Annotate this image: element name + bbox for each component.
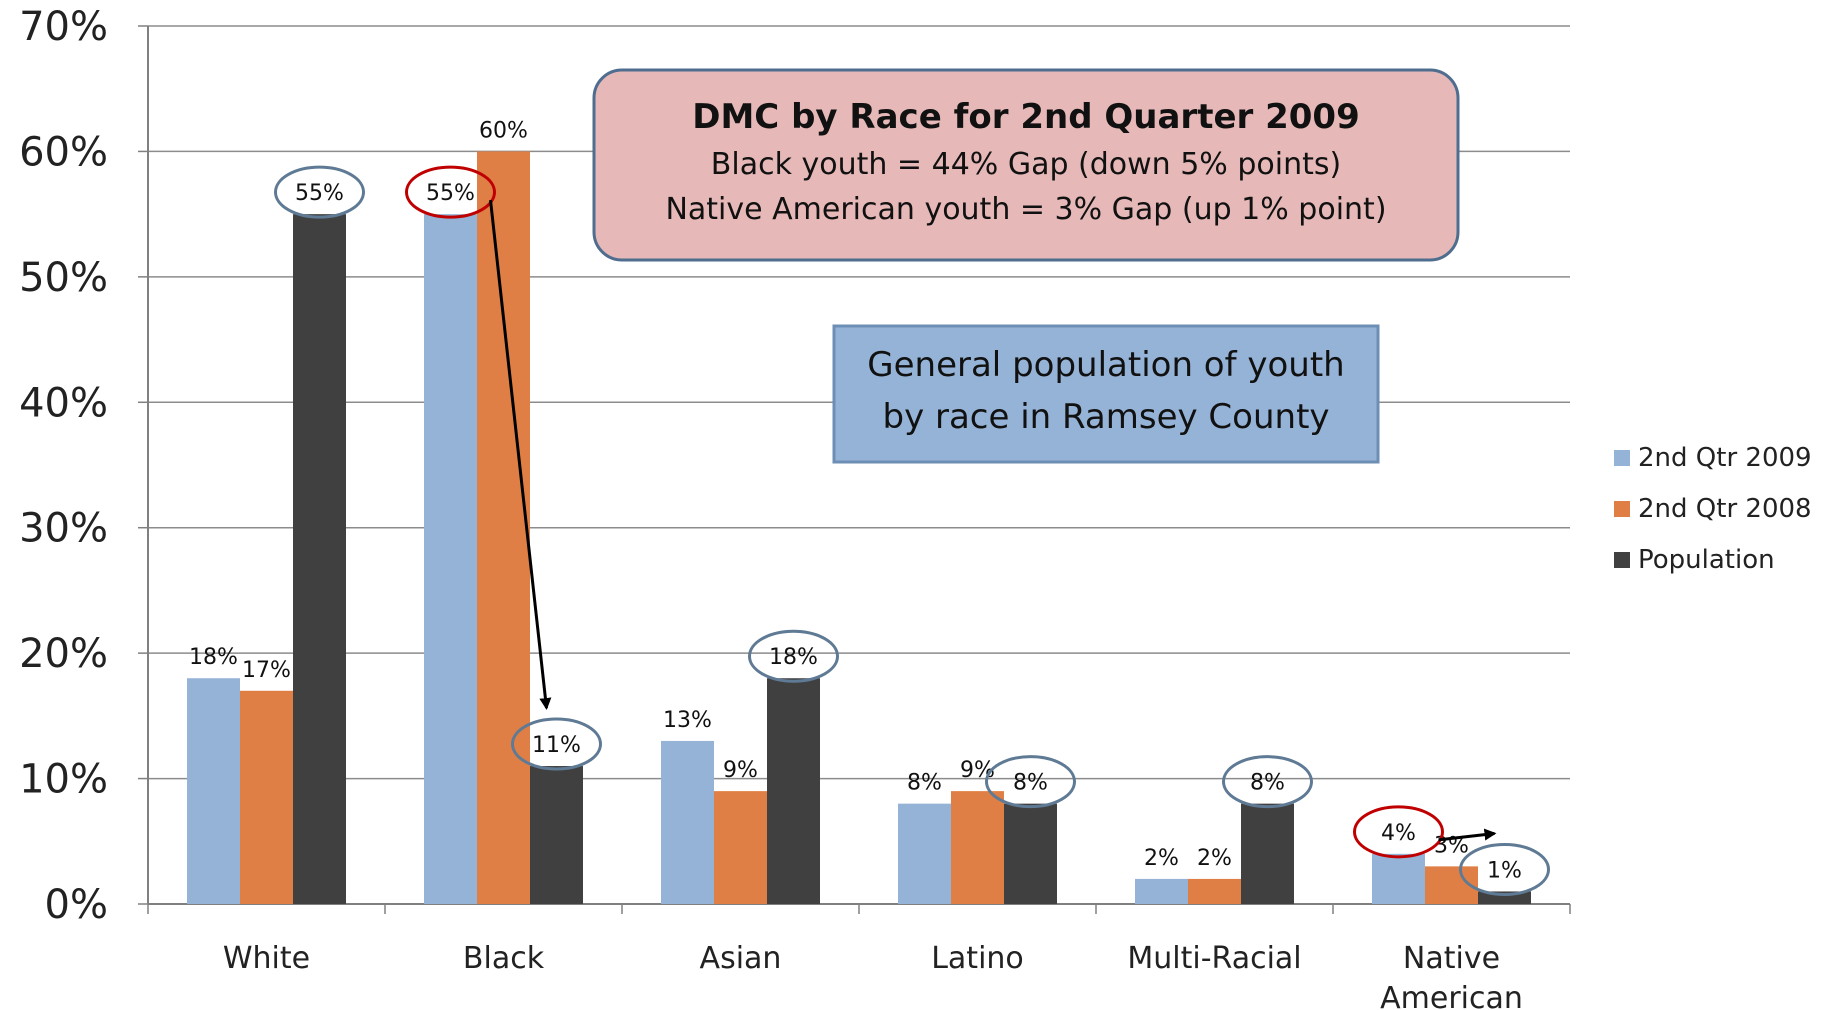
population-note-line2: by race in Ramsey County — [882, 397, 1329, 437]
legend: 2nd Qtr 2009 2nd Qtr 2008 Population — [1614, 443, 1812, 575]
population-note-background — [832, 324, 1380, 464]
y-tick-label: 30% — [19, 506, 108, 552]
legend-label: Population — [1638, 545, 1775, 575]
bar-2nd-qtr-2009-3 — [898, 803, 951, 904]
bar-2nd-qtr-2008-4 — [1188, 878, 1241, 904]
highlight-ellipses — [274, 165, 1550, 896]
legend-label: 2nd Qtr 2009 — [1638, 443, 1812, 473]
category-label: Native — [1403, 941, 1500, 976]
data-label: 18% — [769, 645, 818, 670]
bar-population-0 — [293, 214, 346, 905]
y-tick-label: 60% — [19, 129, 108, 175]
gap-arrow — [1438, 828, 1497, 842]
data-label: 2% — [1197, 846, 1232, 871]
population-highlight-ellipse — [274, 165, 365, 219]
bar-2nd-qtr-2008-3 — [951, 791, 1004, 904]
callout-title: DMC by Race for 2nd Quarter 2009 — [692, 97, 1360, 137]
data-labels: 18%55%13%8%2%4%17%60%9% 9%2%3%55%11%18%8%… — [189, 118, 1522, 883]
dmc-callout-box: DMC by Race for 2nd Quarter 2009 Black y… — [592, 68, 1460, 262]
category-labels: White Black Asian Latino Multi-Racial Native A… — [223, 941, 1523, 1010]
data-label: 1% — [1487, 858, 1522, 883]
data-label: 8% — [1013, 771, 1048, 796]
category-label: American — [1380, 981, 1523, 1010]
population-highlight-ellipse — [748, 629, 839, 683]
category-label: White — [223, 941, 310, 976]
data-label: 17% — [242, 658, 291, 683]
callout-line-native: Native American youth = 3% Gap (up 1% po… — [665, 192, 1386, 227]
population-highlight-ellipse — [985, 755, 1076, 809]
callout-background — [592, 68, 1460, 262]
population-highlight-ellipse — [511, 717, 602, 771]
data-label: 8% — [1250, 771, 1285, 796]
bar-2nd-qtr-2009-4 — [1135, 878, 1188, 904]
legend-swatch — [1614, 552, 1630, 568]
callout-line-black: Black youth = 44% Gap (down 5% points) — [711, 147, 1341, 182]
bar-population-2 — [767, 678, 820, 904]
data-label: 13% — [663, 708, 712, 733]
data-label: 55% — [426, 181, 475, 206]
y-tick-label: 10% — [19, 757, 108, 803]
data-label: 4% — [1381, 821, 1416, 846]
legend-label: 2nd Qtr 2008 — [1638, 494, 1812, 524]
bar-2nd-qtr-2009-2 — [661, 740, 714, 904]
legend-swatch — [1614, 501, 1630, 517]
bar-2nd-qtr-2009-0 — [187, 678, 240, 904]
y-tick-label: 0% — [45, 882, 108, 928]
category-label: Multi-Racial — [1127, 941, 1301, 976]
y-tick-label: 50% — [19, 255, 108, 301]
dmc-highlight-ellipse — [1353, 805, 1444, 859]
bar-2nd-qtr-2009-5 — [1372, 853, 1425, 904]
bar-population-4 — [1241, 803, 1294, 904]
population-highlight-ellipse — [1459, 842, 1550, 896]
category-label: Asian — [700, 941, 782, 976]
bar-2nd-qtr-2008-0 — [240, 690, 293, 904]
bar-population-3 — [1004, 803, 1057, 904]
category-label: Latino — [931, 941, 1024, 976]
data-label: 9% — [723, 758, 758, 783]
bar-2nd-qtr-2009-1 — [424, 214, 477, 905]
data-label: 18% — [189, 645, 238, 670]
data-label: 55% — [295, 181, 344, 206]
legend-swatch — [1614, 450, 1630, 466]
axes: 0% 10% 20% 30% 40% 50% 60% 70% — [19, 4, 1571, 928]
dmc-highlight-ellipse — [405, 165, 496, 219]
data-label: 60% — [479, 118, 528, 143]
bar-population-1 — [530, 766, 583, 904]
bar-2nd-qtr-2008-1 — [477, 151, 530, 904]
data-label: 11% — [532, 733, 581, 758]
category-label: Black — [463, 941, 545, 976]
gap-arrows — [489, 199, 1497, 842]
population-note-line1: General population of youth — [867, 345, 1344, 385]
population-highlight-ellipse — [1222, 755, 1313, 809]
gap-arrow — [489, 199, 552, 711]
y-tick-label: 70% — [19, 4, 108, 50]
population-note-box: General population of youth by race in R… — [832, 324, 1380, 464]
y-tick-label: 20% — [19, 631, 108, 677]
y-tick-label: 40% — [19, 380, 108, 426]
bar-2nd-qtr-2008-2 — [714, 791, 767, 904]
data-label: 2% — [1144, 846, 1179, 871]
data-label: 8% — [907, 771, 942, 796]
